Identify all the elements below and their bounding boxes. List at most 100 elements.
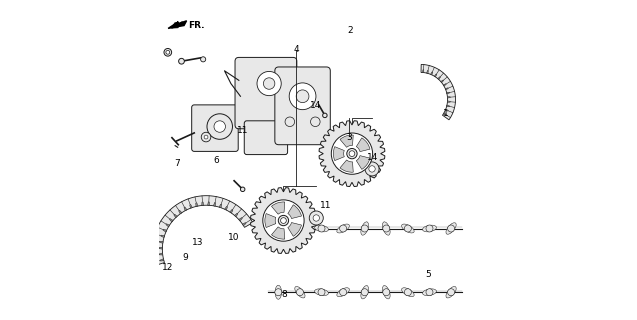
Circle shape	[289, 83, 316, 110]
Text: 6: 6	[213, 156, 219, 165]
Wedge shape	[356, 156, 370, 169]
FancyBboxPatch shape	[244, 121, 287, 155]
Circle shape	[257, 71, 281, 96]
Wedge shape	[356, 138, 370, 152]
Circle shape	[296, 225, 303, 232]
Circle shape	[204, 135, 208, 139]
Polygon shape	[422, 70, 424, 73]
Polygon shape	[239, 218, 242, 221]
Polygon shape	[319, 121, 385, 187]
Polygon shape	[213, 203, 215, 206]
Ellipse shape	[361, 222, 369, 235]
Circle shape	[201, 132, 211, 142]
Text: 8: 8	[281, 290, 287, 299]
FancyBboxPatch shape	[192, 105, 238, 151]
Wedge shape	[340, 135, 354, 147]
Circle shape	[263, 200, 304, 241]
Circle shape	[448, 225, 455, 232]
Text: 3: 3	[346, 132, 352, 141]
Polygon shape	[178, 210, 182, 214]
FancyBboxPatch shape	[275, 67, 331, 145]
Circle shape	[340, 225, 347, 232]
Ellipse shape	[446, 223, 456, 234]
Circle shape	[365, 162, 379, 176]
Ellipse shape	[401, 288, 414, 297]
Text: 7: 7	[174, 159, 180, 168]
Circle shape	[275, 289, 282, 296]
Circle shape	[275, 225, 282, 232]
Text: FR.: FR.	[189, 21, 205, 30]
Polygon shape	[159, 247, 162, 249]
Polygon shape	[421, 64, 455, 120]
Polygon shape	[445, 88, 448, 90]
Polygon shape	[427, 70, 428, 74]
Polygon shape	[434, 74, 437, 77]
Circle shape	[164, 49, 171, 56]
Ellipse shape	[337, 224, 349, 233]
Polygon shape	[169, 219, 173, 222]
Ellipse shape	[446, 286, 456, 298]
Circle shape	[448, 289, 455, 296]
Circle shape	[404, 225, 412, 232]
Ellipse shape	[401, 224, 414, 233]
Ellipse shape	[295, 223, 305, 234]
Wedge shape	[271, 202, 285, 214]
Polygon shape	[168, 21, 187, 28]
Text: 11: 11	[320, 201, 331, 210]
Polygon shape	[230, 210, 233, 213]
Text: 11: 11	[237, 126, 248, 135]
Text: 12: 12	[161, 263, 173, 272]
Circle shape	[207, 114, 233, 139]
Ellipse shape	[382, 222, 390, 235]
Circle shape	[349, 151, 355, 156]
Text: 1: 1	[443, 109, 449, 118]
Polygon shape	[219, 204, 222, 208]
Wedge shape	[288, 205, 301, 219]
Circle shape	[278, 215, 289, 226]
Wedge shape	[271, 227, 285, 239]
Polygon shape	[159, 241, 163, 243]
Polygon shape	[159, 253, 163, 255]
Circle shape	[296, 289, 303, 296]
Circle shape	[426, 289, 433, 296]
Circle shape	[340, 289, 347, 296]
Polygon shape	[447, 105, 450, 107]
Circle shape	[361, 289, 368, 296]
Ellipse shape	[275, 221, 282, 236]
Wedge shape	[340, 160, 354, 172]
Polygon shape	[431, 72, 433, 75]
Text: 14: 14	[367, 153, 378, 162]
FancyBboxPatch shape	[235, 57, 297, 129]
Text: 14: 14	[310, 101, 322, 110]
Circle shape	[263, 78, 275, 89]
Ellipse shape	[361, 285, 369, 299]
Ellipse shape	[422, 289, 436, 296]
Circle shape	[313, 215, 320, 221]
Circle shape	[309, 211, 324, 225]
Circle shape	[296, 90, 309, 103]
Wedge shape	[288, 222, 301, 236]
Circle shape	[331, 133, 373, 174]
Polygon shape	[443, 113, 447, 115]
Circle shape	[214, 121, 225, 132]
Polygon shape	[163, 229, 167, 232]
Polygon shape	[447, 97, 450, 98]
Circle shape	[383, 289, 390, 296]
Circle shape	[404, 289, 412, 296]
Polygon shape	[161, 235, 164, 238]
Text: 2: 2	[348, 27, 353, 36]
Circle shape	[201, 57, 206, 62]
Circle shape	[426, 225, 433, 232]
Polygon shape	[174, 214, 177, 218]
Circle shape	[166, 50, 169, 54]
Polygon shape	[208, 202, 210, 205]
Circle shape	[318, 289, 325, 296]
Polygon shape	[445, 109, 448, 111]
Polygon shape	[242, 222, 246, 226]
Circle shape	[369, 166, 375, 172]
Ellipse shape	[422, 225, 436, 232]
Polygon shape	[234, 213, 238, 217]
Text: 13: 13	[192, 238, 203, 247]
Circle shape	[323, 113, 327, 118]
Ellipse shape	[337, 288, 349, 297]
